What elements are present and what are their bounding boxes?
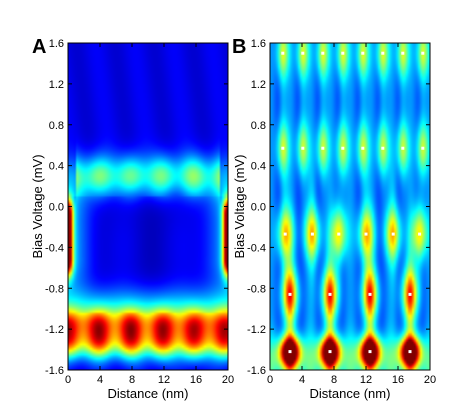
y-axis-label: Bias Voltage (mV) bbox=[232, 154, 247, 258]
x-tick-label: 12 bbox=[158, 374, 170, 386]
x-tick-label: 20 bbox=[222, 374, 234, 386]
x-tick-label: 0 bbox=[65, 374, 71, 386]
x-tick-label: 0 bbox=[267, 374, 273, 386]
x-tick-label: 20 bbox=[424, 374, 436, 386]
y-tick-label: 0.8 bbox=[251, 120, 266, 132]
heatmap-image bbox=[270, 43, 430, 370]
data-marker bbox=[328, 350, 332, 354]
data-marker bbox=[288, 292, 292, 296]
data-marker bbox=[364, 232, 368, 236]
data-marker bbox=[321, 51, 325, 55]
x-tick-label: 4 bbox=[299, 374, 305, 386]
y-tick-label: 0.4 bbox=[251, 161, 266, 173]
y-tick-label: 0.0 bbox=[251, 202, 266, 214]
data-marker bbox=[281, 146, 285, 150]
y-tick-label: 1.6 bbox=[49, 38, 64, 50]
x-tick-label: 8 bbox=[129, 374, 135, 386]
data-marker bbox=[341, 146, 345, 150]
y-tick-label: -0.8 bbox=[45, 283, 64, 295]
y-tick-label: 1.2 bbox=[251, 79, 266, 91]
data-marker bbox=[368, 292, 372, 296]
x-tick-label: 16 bbox=[392, 374, 404, 386]
data-marker bbox=[321, 146, 325, 150]
data-marker bbox=[381, 51, 385, 55]
y-tick-label: -0.4 bbox=[45, 242, 64, 254]
data-marker bbox=[281, 51, 285, 55]
panel-letter: A bbox=[32, 36, 46, 58]
panel-letter: B bbox=[232, 36, 246, 58]
x-tick-label: 12 bbox=[360, 374, 372, 386]
data-marker bbox=[341, 51, 345, 55]
y-tick-label: -1.6 bbox=[247, 365, 266, 377]
panel-b: 0 4 8 12 16 20 -1.6 -1.2 -0.8 -0.4 0.0 0.4 0.8 1.2 1.6… bbox=[232, 36, 436, 401]
data-marker bbox=[421, 146, 425, 150]
y-tick-label: -1.2 bbox=[45, 324, 64, 336]
y-tick-label: -0.8 bbox=[247, 283, 266, 295]
data-marker bbox=[310, 232, 314, 236]
x-tick-label: 16 bbox=[190, 374, 202, 386]
data-marker bbox=[337, 232, 341, 236]
data-marker bbox=[418, 232, 422, 236]
data-marker bbox=[361, 51, 365, 55]
y-axis-label: Bias Voltage (mV) bbox=[30, 154, 45, 258]
y-tick-label: -0.4 bbox=[247, 242, 266, 254]
data-marker bbox=[408, 350, 412, 354]
heatmap-image bbox=[68, 43, 228, 370]
x-axis-label: Distance (nm) bbox=[108, 386, 189, 401]
data-marker bbox=[421, 51, 425, 55]
data-marker bbox=[401, 146, 405, 150]
data-marker bbox=[401, 51, 405, 55]
panel-a: 0 4 8 12 16 20 -1.6 -1.2 -0.8 -0.4 0.0 0.4 0.8 1.2 1.6… bbox=[30, 36, 234, 401]
data-marker bbox=[408, 292, 412, 296]
y-tick-label: 1.6 bbox=[251, 38, 266, 50]
y-tick-label: 0.8 bbox=[49, 120, 64, 132]
data-marker bbox=[368, 350, 372, 354]
data-marker bbox=[301, 146, 305, 150]
data-marker bbox=[361, 146, 365, 150]
y-tick-label: 1.2 bbox=[49, 79, 64, 91]
x-axis-label: Distance (nm) bbox=[310, 386, 391, 401]
data-marker bbox=[391, 232, 395, 236]
y-tick-label: -1.6 bbox=[45, 365, 64, 377]
y-tick-label: 0.0 bbox=[49, 202, 64, 214]
data-marker bbox=[288, 350, 292, 354]
x-tick-label: 8 bbox=[331, 374, 337, 386]
data-marker bbox=[301, 51, 305, 55]
y-tick-label: -1.2 bbox=[247, 324, 266, 336]
x-tick-label: 4 bbox=[97, 374, 103, 386]
data-marker bbox=[283, 232, 287, 236]
y-tick-label: 0.4 bbox=[49, 161, 64, 173]
data-marker bbox=[328, 292, 332, 296]
data-marker bbox=[381, 146, 385, 150]
